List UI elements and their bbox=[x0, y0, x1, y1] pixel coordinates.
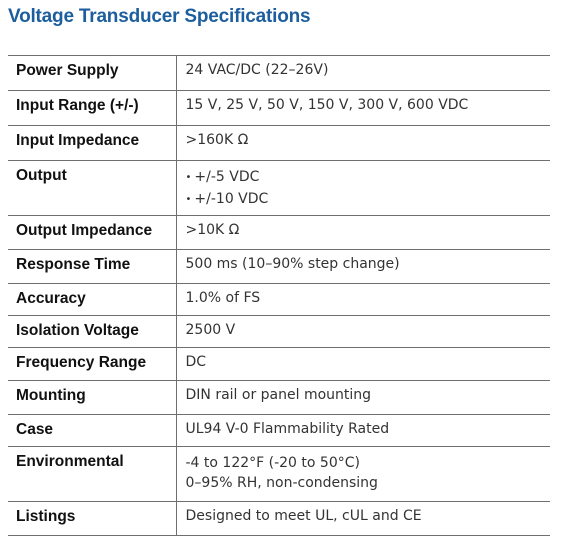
spec-value: 2500 V bbox=[185, 322, 236, 338]
spec-value: >10K Ω bbox=[185, 222, 240, 238]
spec-value: +/-5 VDC +/-10 VDC bbox=[176, 161, 550, 216]
spec-row-listings: Listings Designed to meet UL, cUL and CE bbox=[8, 501, 550, 536]
spec-row-isolation-voltage: Isolation Voltage 2500 V bbox=[8, 315, 550, 348]
bullet-item: +/-10 VDC bbox=[186, 189, 551, 211]
spec-value: UL94 V-0 Flammability Rated bbox=[185, 421, 390, 437]
document-title: Voltage Transducer Specifications bbox=[8, 6, 311, 27]
spec-label: Mounting bbox=[8, 380, 177, 415]
spec-label: Input Range (+/-) bbox=[8, 90, 177, 126]
bullet-item: +/-5 VDC bbox=[186, 167, 551, 189]
spec-label: Output Impedance bbox=[8, 215, 177, 250]
spec-value: 500 ms (10–90% step change) bbox=[185, 256, 400, 272]
spec-label: Accuracy bbox=[8, 283, 177, 316]
spec-label: Isolation Voltage bbox=[8, 315, 177, 348]
spec-label: Case bbox=[8, 414, 177, 447]
spec-label: Frequency Range bbox=[8, 347, 177, 381]
spec-row-case: Case UL94 V-0 Flammability Rated bbox=[8, 414, 550, 447]
spec-row-environmental: Environmental -4 to 122°F (-20 to 50°C) … bbox=[8, 446, 550, 502]
specifications-table: Power Supply 24 VAC/DC (22–26V) Input Ra… bbox=[8, 55, 550, 536]
spec-row-input-impedance: Input Impedance >160K Ω bbox=[8, 125, 550, 161]
spec-label: Input Impedance bbox=[8, 125, 177, 161]
spec-value: 1.0% of FS bbox=[185, 290, 261, 306]
spec-label: Response Time bbox=[8, 249, 177, 284]
spec-value: 15 V, 25 V, 50 V, 150 V, 300 V, 600 VDC bbox=[185, 97, 469, 113]
spec-value: -4 to 122°F (-20 to 50°C) 0–95% RH, non-… bbox=[176, 447, 550, 502]
spec-value: 24 VAC/DC (22–26V) bbox=[185, 62, 329, 78]
spec-value: Designed to meet UL, cUL and CE bbox=[185, 508, 422, 524]
spec-value: DIN rail or panel mounting bbox=[185, 387, 372, 403]
value-line: -4 to 122°F (-20 to 50°C) bbox=[185, 455, 360, 471]
spec-row-response-time: Response Time 500 ms (10–90% step change… bbox=[8, 249, 550, 284]
spec-label: Listings bbox=[8, 501, 177, 536]
spec-row-frequency-range: Frequency Range DC bbox=[8, 347, 550, 381]
spec-row-power-supply: Power Supply 24 VAC/DC (22–26V) bbox=[8, 55, 550, 91]
spec-row-input-range: Input Range (+/-) 15 V, 25 V, 50 V, 150 … bbox=[8, 90, 550, 126]
value-line: 0–95% RH, non-condensing bbox=[185, 475, 378, 491]
spec-label: Power Supply bbox=[8, 55, 177, 91]
spec-label: Environmental bbox=[8, 446, 177, 502]
spec-value: DC bbox=[185, 354, 207, 370]
spec-row-accuracy: Accuracy 1.0% of FS bbox=[8, 283, 550, 316]
spec-value: >160K Ω bbox=[185, 132, 249, 148]
spec-row-output-impedance: Output Impedance >10K Ω bbox=[8, 215, 550, 250]
spec-row-output: Output +/-5 VDC +/-10 VDC bbox=[8, 160, 550, 216]
spec-label: Output bbox=[8, 160, 177, 216]
spec-row-mounting: Mounting DIN rail or panel mounting bbox=[8, 380, 550, 415]
